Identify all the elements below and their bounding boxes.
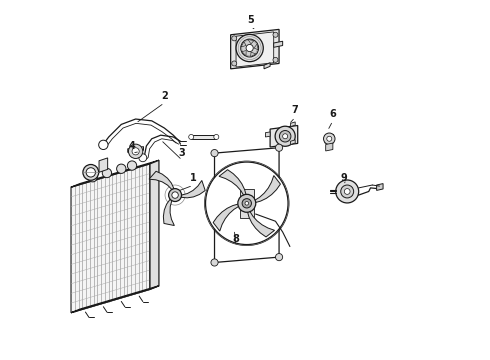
Text: 9: 9: [340, 173, 347, 183]
Polygon shape: [240, 189, 254, 218]
Text: 6: 6: [329, 109, 336, 119]
Circle shape: [128, 144, 143, 158]
Circle shape: [86, 168, 96, 177]
Polygon shape: [219, 170, 246, 196]
Text: 4: 4: [129, 141, 135, 151]
Circle shape: [242, 199, 251, 208]
Polygon shape: [150, 160, 159, 289]
Polygon shape: [213, 204, 240, 231]
Circle shape: [336, 180, 359, 203]
Circle shape: [88, 172, 97, 182]
Polygon shape: [291, 122, 295, 127]
Polygon shape: [71, 164, 150, 313]
Circle shape: [127, 161, 137, 170]
Circle shape: [275, 126, 295, 146]
Circle shape: [323, 133, 335, 144]
Circle shape: [327, 136, 332, 141]
Circle shape: [273, 57, 278, 62]
Circle shape: [214, 134, 219, 139]
Text: 3: 3: [179, 148, 186, 158]
Circle shape: [275, 144, 283, 151]
Circle shape: [102, 168, 112, 177]
Text: 1: 1: [190, 173, 196, 183]
Polygon shape: [163, 199, 174, 225]
Polygon shape: [242, 50, 246, 56]
Circle shape: [283, 134, 288, 139]
Text: 8: 8: [233, 234, 240, 244]
Polygon shape: [99, 158, 108, 172]
Circle shape: [139, 154, 147, 162]
Polygon shape: [325, 134, 334, 143]
Polygon shape: [254, 176, 280, 203]
Polygon shape: [291, 140, 295, 144]
Circle shape: [238, 194, 256, 212]
Circle shape: [246, 44, 253, 51]
Circle shape: [236, 35, 263, 62]
Polygon shape: [254, 44, 258, 50]
Circle shape: [169, 189, 181, 202]
Circle shape: [344, 189, 350, 194]
Polygon shape: [236, 32, 274, 67]
Circle shape: [83, 165, 98, 180]
Circle shape: [275, 253, 283, 261]
Polygon shape: [149, 171, 174, 189]
Circle shape: [98, 140, 108, 149]
Circle shape: [189, 134, 194, 139]
Circle shape: [117, 164, 126, 174]
Polygon shape: [71, 160, 159, 187]
Polygon shape: [270, 126, 298, 147]
Polygon shape: [377, 184, 383, 190]
Polygon shape: [241, 42, 246, 47]
Polygon shape: [326, 143, 333, 151]
Circle shape: [232, 36, 237, 41]
Circle shape: [279, 131, 291, 142]
Polygon shape: [128, 147, 144, 152]
Circle shape: [341, 185, 354, 198]
Polygon shape: [231, 30, 279, 69]
Circle shape: [245, 202, 248, 205]
Circle shape: [132, 148, 139, 155]
Polygon shape: [71, 286, 159, 313]
Polygon shape: [266, 132, 270, 137]
Circle shape: [273, 32, 278, 37]
Polygon shape: [251, 52, 256, 57]
Polygon shape: [274, 41, 283, 47]
Circle shape: [205, 162, 288, 244]
Text: 5: 5: [247, 15, 254, 26]
Circle shape: [211, 259, 218, 266]
Text: 2: 2: [161, 91, 168, 101]
Text: 7: 7: [292, 105, 298, 115]
Polygon shape: [247, 211, 274, 237]
Polygon shape: [248, 40, 254, 44]
Circle shape: [241, 39, 259, 57]
Circle shape: [211, 149, 218, 157]
Polygon shape: [264, 63, 270, 69]
Polygon shape: [191, 135, 216, 139]
Circle shape: [232, 61, 237, 66]
Circle shape: [172, 192, 178, 198]
Polygon shape: [181, 180, 205, 198]
